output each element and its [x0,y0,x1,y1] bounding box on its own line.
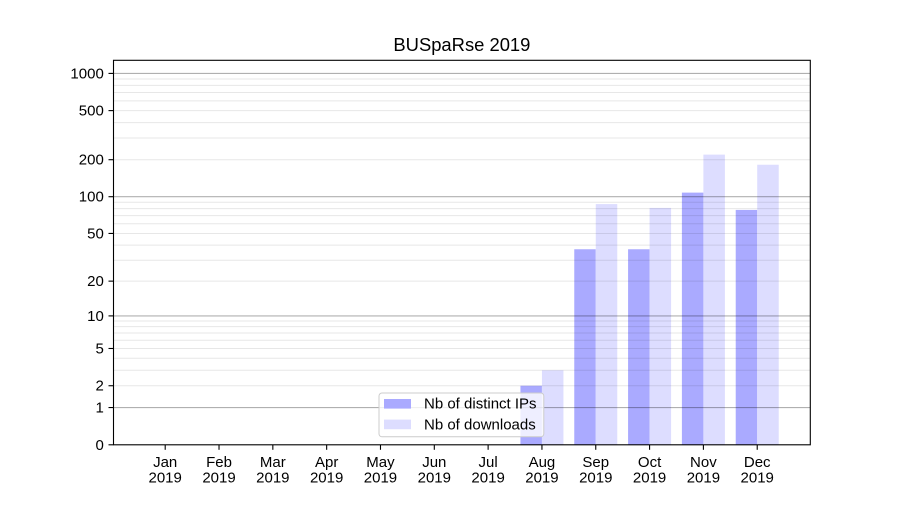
svg-text:Mar: Mar [260,454,286,471]
svg-text:2019: 2019 [687,469,720,486]
svg-text:Apr: Apr [315,454,338,471]
svg-text:2019: 2019 [364,469,397,486]
svg-text:200: 200 [79,152,104,169]
svg-text:Jul: Jul [479,454,498,471]
svg-text:2: 2 [95,378,103,395]
svg-text:2019: 2019 [471,469,504,486]
svg-text:2019: 2019 [741,469,774,486]
svg-text:Jun: Jun [422,454,446,471]
svg-text:BUSpaRse 2019: BUSpaRse 2019 [393,34,530,55]
svg-text:Dec: Dec [744,454,771,471]
svg-text:500: 500 [79,103,104,120]
svg-text:Jan: Jan [153,454,177,471]
svg-text:50: 50 [87,225,104,242]
svg-text:2019: 2019 [418,469,451,486]
svg-text:100: 100 [79,189,104,206]
svg-text:2019: 2019 [149,469,182,486]
svg-text:2019: 2019 [525,469,558,486]
svg-text:Aug: Aug [529,454,556,471]
svg-text:Feb: Feb [206,454,232,471]
svg-text:0: 0 [95,437,103,454]
svg-text:2019: 2019 [202,469,235,486]
svg-text:Nb of distinct IPs: Nb of distinct IPs [424,396,537,413]
svg-text:Sep: Sep [582,454,609,471]
svg-text:Nov: Nov [690,454,717,471]
svg-text:2019: 2019 [633,469,666,486]
svg-text:Oct: Oct [638,454,662,471]
svg-text:2019: 2019 [579,469,612,486]
svg-text:5: 5 [95,340,103,357]
svg-text:10: 10 [87,308,104,325]
svg-text:20: 20 [87,273,104,290]
svg-text:2019: 2019 [256,469,289,486]
svg-text:1: 1 [95,400,103,417]
svg-text:1000: 1000 [70,65,103,82]
svg-text:2019: 2019 [310,469,343,486]
svg-text:May: May [366,454,395,471]
svg-text:Nb of downloads: Nb of downloads [424,416,536,433]
